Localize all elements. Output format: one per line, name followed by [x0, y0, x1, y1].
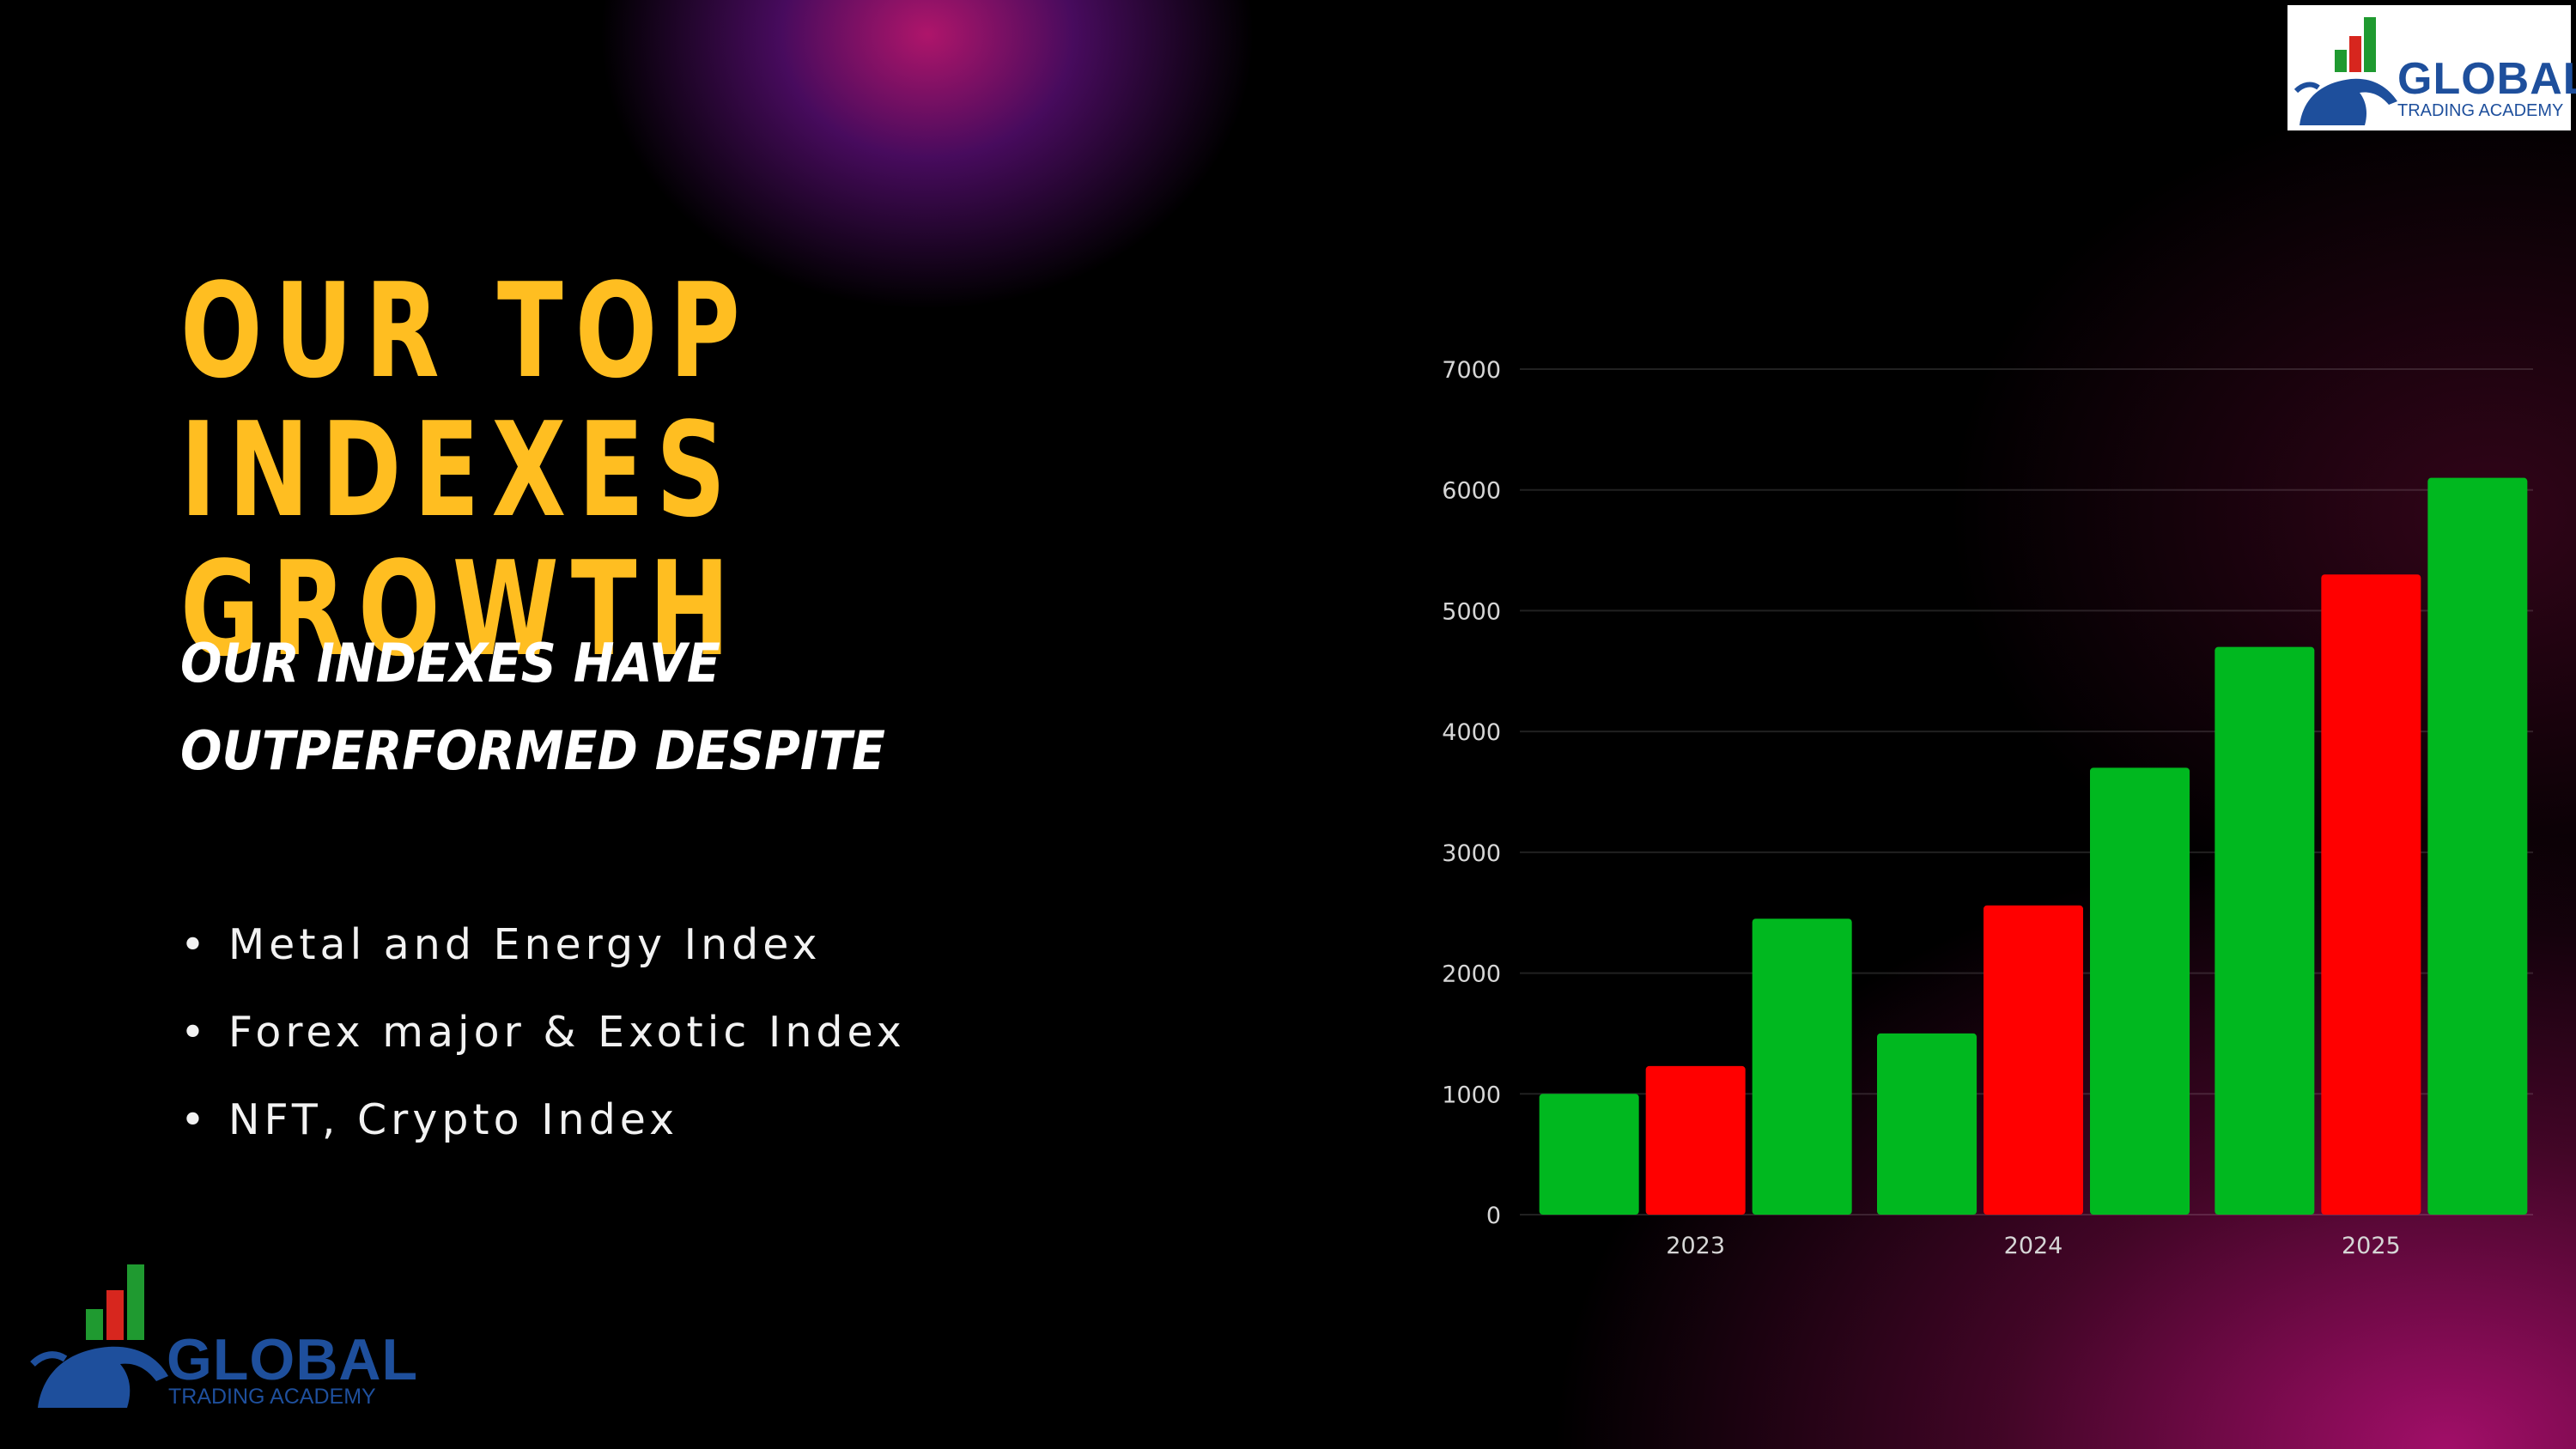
bullet-dot: • — [180, 1095, 210, 1144]
y-tick-label: 7000 — [1442, 357, 1501, 384]
logo-bottom-left: GLOBAL TRADING ACADEMY — [26, 1258, 417, 1412]
chart-bar — [1984, 905, 2083, 1215]
logo-wordmark: GLOBAL — [167, 1327, 419, 1392]
logo-emblem — [2293, 17, 2397, 125]
logo-tagline: TRADING ACADEMY — [168, 1385, 376, 1409]
y-tick-label: 3000 — [1442, 840, 1501, 867]
chart-bar — [2321, 574, 2421, 1215]
logo-wordmark: GLOBAL — [2397, 54, 2576, 104]
y-tick-label: 2000 — [1442, 961, 1501, 988]
index-growth-bar-chart: 0 1000 2000 3000 4000 5000 6000 7000 2023 2024 202… — [1442, 357, 2533, 1259]
list-item: • Metal and Energy Index — [180, 901, 906, 989]
chart-bar — [2215, 646, 2315, 1215]
chart-bar — [2090, 767, 2190, 1215]
chart-bar — [1877, 1033, 1977, 1215]
chart-bar — [1752, 919, 1852, 1215]
subtitle: OUR INDEXES HAVE OUTPERFORMED DESPITE — [180, 620, 1128, 795]
chart-bar — [2427, 477, 2528, 1215]
logo-emblem — [30, 1264, 168, 1408]
y-tick-label: 1000 — [1442, 1082, 1501, 1108]
y-tick-label: 6000 — [1442, 478, 1501, 505]
bullet-dot: • — [180, 920, 210, 969]
page-title: OUR TOP INDEXES GROWTH — [180, 262, 1070, 679]
x-tick-label: 2025 — [2342, 1233, 2401, 1259]
list-item-label: Forex major & Exotic Index — [228, 1008, 906, 1057]
x-tick-label: 2023 — [1666, 1233, 1725, 1259]
chart-bar — [1645, 1065, 1746, 1215]
list-item: • Forex major & Exotic Index — [180, 989, 906, 1076]
subtitle-line-1: OUR INDEXES HAVE — [180, 632, 720, 694]
subtitle-line-2: OUTPERFORMED DESPITE — [180, 719, 886, 782]
index-list: • Metal and Energy Index • Forex major & E… — [180, 901, 906, 1164]
list-item: • NFT, Crypto Index — [180, 1076, 906, 1164]
y-tick-label: 4000 — [1442, 719, 1501, 746]
x-tick-label: 2024 — [2004, 1233, 2063, 1259]
title-line-2: GROWTH — [180, 533, 742, 685]
title-line-1: OUR TOP INDEXES — [180, 255, 752, 546]
bullet-dot: • — [180, 1008, 210, 1057]
y-tick-label: 0 — [1486, 1203, 1501, 1229]
logo-top-right: GLOBAL TRADING ACADEMY — [2287, 5, 2576, 130]
list-item-label: Metal and Energy Index — [228, 920, 822, 969]
list-item-label: NFT, Crypto Index — [228, 1095, 679, 1144]
y-tick-label: 5000 — [1442, 598, 1501, 625]
chart-bar — [1539, 1094, 1639, 1215]
logo-tagline: TRADING ACADEMY — [2397, 101, 2564, 120]
